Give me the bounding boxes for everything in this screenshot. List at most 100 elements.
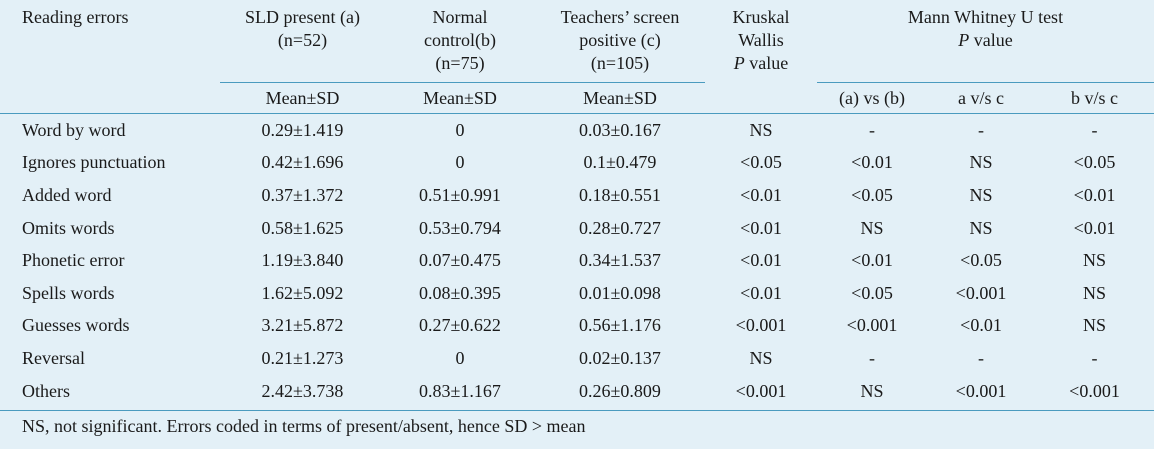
- cell-a-vs-c: <0.05: [960, 250, 1002, 271]
- header-sld-present: SLD present (a) (n=52): [220, 0, 385, 83]
- cell-b-vs-c: <0.01: [1073, 217, 1116, 238]
- cell-mean-c: 0.02±0.137: [579, 347, 661, 368]
- cell-a-vs-c: <0.001: [955, 282, 1007, 303]
- cell-mean-c: 0.26±0.809: [579, 380, 661, 401]
- table-row: Guesses words 3.21±5.872 0.27±0.622 0.56…: [0, 310, 1154, 343]
- subheader-mean-a: Mean±SD: [265, 87, 340, 108]
- row-label: Added word: [22, 184, 112, 205]
- cell-b-vs-c: -: [1091, 347, 1098, 368]
- cell-b-vs-c: NS: [1082, 315, 1106, 336]
- cell-b-vs-c: <0.001: [1069, 380, 1120, 401]
- cell-mean-b: 0.08±0.395: [419, 282, 501, 303]
- table-footnote: NS, not significant. Errors coded in ter…: [22, 416, 586, 436]
- cell-a-vs-b: -: [869, 347, 875, 368]
- header-row: Reading errors SLD present (a) (n=52) No…: [0, 0, 1154, 83]
- cell-kruskal: NS: [749, 347, 773, 368]
- cell-mean-a: 0.42±1.696: [261, 152, 344, 173]
- cell-a-vs-c: <0.01: [960, 315, 1002, 336]
- table-row: Reversal 0.21±1.273 0 0.02±0.137 NS - - …: [0, 342, 1154, 375]
- cell-mean-b: 0.83±1.167: [419, 380, 501, 401]
- cell-a-vs-b: NS: [860, 217, 884, 238]
- row-label: Ignores punctuation: [22, 152, 166, 173]
- cell-a-vs-c: <0.001: [955, 380, 1007, 401]
- cell-mean-b: 0: [455, 152, 465, 173]
- subheader-a-vs-b: (a) vs (b): [817, 82, 927, 114]
- cell-a-vs-c: -: [978, 119, 984, 140]
- cell-mean-c: 0.01±0.098: [579, 282, 661, 303]
- cell-mean-a: 3.21±5.872: [261, 315, 344, 336]
- cell-mean-c: 0.1±0.479: [583, 152, 657, 173]
- cell-kruskal: <0.05: [740, 152, 782, 173]
- cell-b-vs-c: -: [1091, 119, 1098, 140]
- cell-mean-c: 0.28±0.727: [579, 217, 661, 238]
- cell-mean-b: 0: [455, 119, 465, 140]
- table-row: Phonetic error 1.19±3.840 0.07±0.475 0.3…: [0, 244, 1154, 277]
- subheader-row: Mean±SD Mean±SD Mean±SD (a) vs (b) a v/s…: [0, 82, 1154, 114]
- cell-mean-a: 2.42±3.738: [261, 380, 344, 401]
- cell-a-vs-b: <0.01: [851, 250, 893, 271]
- cell-mean-b: 0.07±0.475: [419, 250, 501, 271]
- cell-mean-a: 1.19±3.840: [261, 250, 344, 271]
- cell-a-vs-b: <0.05: [851, 184, 893, 205]
- header-teachers-screen: Teachers’ screen positive (c) (n=105): [535, 0, 705, 83]
- row-label: Spells words: [22, 282, 115, 303]
- row-label: Guesses words: [22, 315, 130, 336]
- subheader-empty: [0, 83, 220, 114]
- table-row: Omits words 0.58±1.625 0.53±0.794 0.28±0…: [0, 212, 1154, 245]
- reading-errors-table: Reading errors SLD present (a) (n=52) No…: [0, 0, 1154, 408]
- cell-a-vs-c: NS: [969, 152, 993, 173]
- cell-b-vs-c: <0.05: [1073, 152, 1116, 173]
- cell-mean-b: 0: [455, 347, 465, 368]
- cell-mean-c: 0.34±1.537: [579, 250, 661, 271]
- header-normal-control: Normal control(b) (n=75): [385, 0, 535, 83]
- cell-a-vs-b: -: [869, 119, 875, 140]
- row-label: Word by word: [22, 119, 126, 140]
- header-kruskal-wallis: Kruskal Wallis P value: [732, 7, 790, 73]
- cell-b-vs-c: NS: [1082, 250, 1106, 271]
- subheader-mean-b: Mean±SD: [423, 87, 497, 108]
- cell-mean-a: 1.62±5.092: [261, 282, 344, 303]
- cell-mean-a: 0.21±1.273: [261, 347, 344, 368]
- cell-a-vs-b: <0.05: [851, 282, 893, 303]
- row-label: Reversal: [22, 347, 85, 368]
- cell-mean-a: 0.29±1.419: [261, 119, 344, 140]
- cell-kruskal: <0.01: [740, 282, 782, 303]
- cell-a-vs-b: NS: [860, 380, 884, 401]
- cell-kruskal: <0.01: [740, 250, 782, 271]
- subheader-mean-c: Mean±SD: [583, 87, 657, 108]
- cell-mean-c: 0.18±0.551: [579, 184, 661, 205]
- cell-mean-b: 0.27±0.622: [419, 315, 501, 336]
- cell-mean-a: 0.58±1.625: [261, 217, 344, 238]
- footnote-divider: [0, 410, 1154, 411]
- table-row: Word by word 0.29±1.419 0 0.03±0.167 NS …: [0, 114, 1154, 147]
- cell-kruskal: <0.01: [740, 184, 782, 205]
- subheader-b-vs-c: b v/s c: [1035, 82, 1154, 114]
- cell-mean-b: 0.51±0.991: [419, 184, 501, 205]
- table-row: Spells words 1.62±5.092 0.08±0.395 0.01±…: [0, 277, 1154, 310]
- cell-a-vs-c: -: [978, 347, 984, 368]
- cell-kruskal: NS: [749, 119, 773, 140]
- row-label: Others: [22, 380, 70, 401]
- cell-a-vs-b: <0.001: [846, 315, 898, 336]
- cell-kruskal: <0.01: [740, 217, 782, 238]
- cell-b-vs-c: NS: [1082, 282, 1106, 303]
- row-label: Phonetic error: [22, 250, 125, 271]
- cell-kruskal: <0.001: [735, 315, 787, 336]
- header-reading-errors: Reading errors: [22, 7, 129, 27]
- cell-a-vs-c: NS: [969, 217, 993, 238]
- cell-mean-b: 0.53±0.794: [419, 217, 501, 238]
- subheader-a-vs-c: a v/s c: [927, 82, 1035, 114]
- cell-mean-c: 0.56±1.176: [579, 315, 661, 336]
- cell-a-vs-b: <0.01: [851, 152, 893, 173]
- table-row: Others 2.42±3.738 0.83±1.167 0.26±0.809 …: [0, 375, 1154, 408]
- table-row: Added word 0.37±1.372 0.51±0.991 0.18±0.…: [0, 179, 1154, 212]
- header-mann-whitney: Mann Whitney U test P value: [907, 7, 1064, 50]
- cell-a-vs-c: NS: [969, 184, 993, 205]
- cell-mean-c: 0.03±0.167: [579, 119, 661, 140]
- cell-b-vs-c: <0.01: [1073, 184, 1116, 205]
- table-row: Ignores punctuation 0.42±1.696 0 0.1±0.4…: [0, 147, 1154, 180]
- cell-mean-a: 0.37±1.372: [261, 184, 344, 205]
- cell-kruskal: <0.001: [735, 380, 787, 401]
- row-label: Omits words: [22, 217, 115, 238]
